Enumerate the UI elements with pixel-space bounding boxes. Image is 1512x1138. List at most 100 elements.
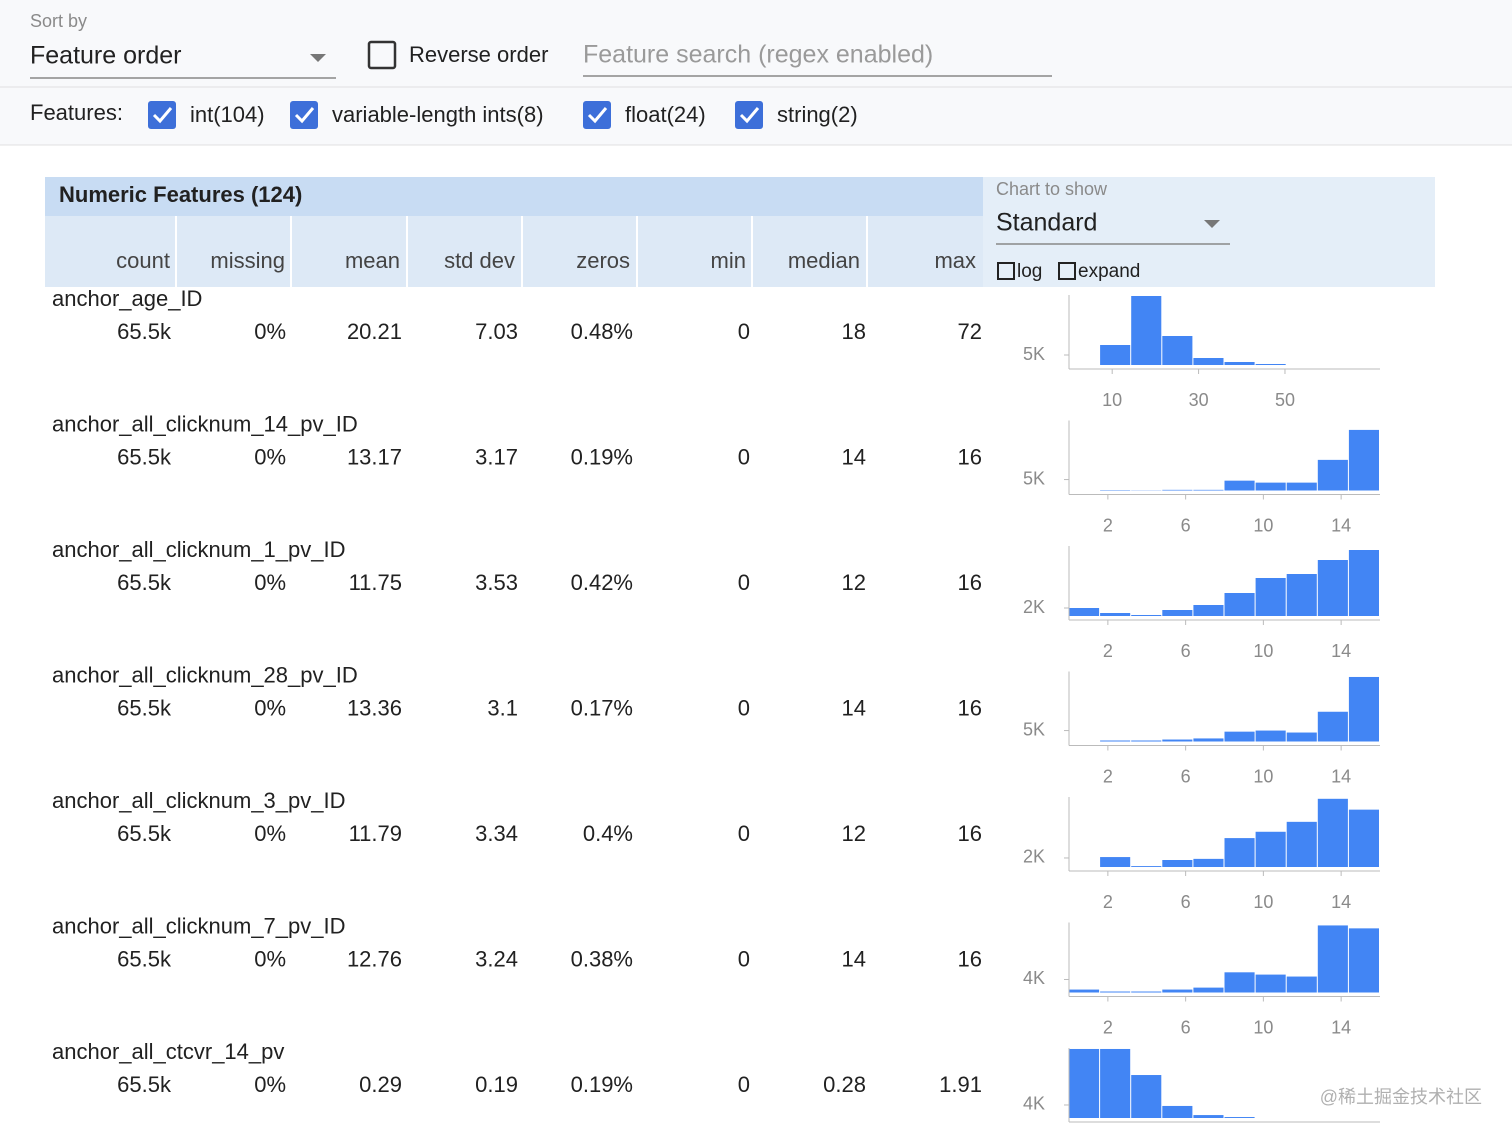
column-header[interactable]: min [711,248,746,273]
stat-value: 14 [842,695,866,720]
filter-checkbox[interactable] [583,101,611,129]
histogram-bar [1348,676,1379,742]
check-mark[interactable] [152,107,173,124]
column-header[interactable]: max [934,248,976,273]
filter-label[interactable]: float(24) [625,102,706,127]
stat-value: 65.5k [117,695,172,720]
stat-value: 13.36 [347,695,402,720]
x-tick-label: 10 [1253,641,1273,661]
x-tick-label: 6 [1181,641,1191,661]
histogram-bar [1193,738,1224,742]
histogram-bar [1193,858,1224,867]
stat-value: 3.24 [475,946,518,971]
dropdown-arrow[interactable] [1204,220,1220,228]
filter-checkbox[interactable] [148,101,176,129]
histogram-bar [1286,574,1317,616]
y-tick-label: 2K [1023,847,1045,867]
histogram-bar [1131,615,1162,616]
reverse-label[interactable]: Reverse order [409,42,548,67]
histogram-bar [1224,593,1255,616]
histogram-bar [1162,989,1193,993]
search-input[interactable]: Feature search (regex enabled) [583,41,933,69]
reverse-checkbox[interactable] [367,40,397,70]
stat-value: 16 [958,570,982,595]
y-tick-label: 5K [1023,344,1045,364]
stat-value: 1.91 [939,1072,982,1097]
x-tick-label: 6 [1181,892,1191,912]
log-label[interactable]: log [1017,261,1042,282]
x-tick-label: 10 [1102,390,1122,410]
check-mark[interactable] [739,107,760,124]
log-checkbox[interactable] [997,262,1015,280]
histogram-bar [1193,489,1224,491]
stat-value: 3.34 [475,821,518,846]
stat-value: 0.17% [571,695,633,720]
x-tick-label: 6 [1181,515,1191,535]
stat-value: 0.4% [583,821,633,846]
filter-label[interactable]: string(2) [777,102,858,127]
chart-dropdown[interactable]: Standard [996,209,1097,237]
histogram-bar [1131,866,1162,867]
histogram-bar [1224,480,1255,491]
histogram-bar [1069,608,1100,616]
column-header[interactable]: zeros [576,248,630,273]
column-header[interactable]: count [116,248,170,273]
expand-label[interactable]: expand [1078,261,1140,282]
histogram-bar [1193,605,1224,616]
filter-checkbox[interactable] [735,101,763,129]
y-tick-label: 2K [1023,597,1045,617]
stat-value: 14 [842,444,866,469]
histogram-bar [1286,482,1317,491]
dropdown-arrow[interactable] [310,54,326,62]
check-mark[interactable] [294,107,315,124]
filter-checkbox[interactable] [290,101,318,129]
feature-name: anchor_all_clicknum_3_pv_ID [52,788,346,813]
stat-value: 0.19% [571,444,633,469]
stat-value: 3.17 [475,444,518,469]
stat-value: 0.42% [571,570,633,595]
stat-value: 0% [254,570,286,595]
histogram-bar [1100,740,1131,742]
histogram-bar [1255,831,1286,867]
x-tick-label: 50 [1275,390,1295,410]
stat-value: 65.5k [117,444,172,469]
histogram-bar [1255,482,1286,491]
histogram-bar [1317,560,1348,616]
histogram-bar [1162,860,1193,867]
stat-value: 0% [254,444,286,469]
histogram-bar [1162,336,1193,365]
histogram-bar [1193,358,1224,365]
filter-label[interactable]: int(104) [190,102,265,127]
table-title-bg [45,177,983,216]
stat-value: 0 [738,444,750,469]
column-header[interactable]: missing [210,248,285,273]
stat-value: 0% [254,821,286,846]
stat-value: 0.19 [475,1072,518,1097]
expand-checkbox[interactable] [1058,262,1076,280]
stat-value: 0% [254,695,286,720]
histogram-bar [1224,838,1255,867]
stat-value: 12 [842,570,866,595]
stat-value: 0 [738,570,750,595]
stat-value: 0.29 [359,1072,402,1097]
histogram-bar [1348,809,1379,867]
histogram-bar [1162,489,1193,491]
histogram-bar [1162,610,1193,616]
filter-label[interactable]: variable-length ints(8) [332,102,544,127]
stat-value: 0.19% [571,1072,633,1097]
x-tick-label: 2 [1103,515,1113,535]
stat-value: 11.75 [349,570,402,595]
stat-value: 0 [738,946,750,971]
x-tick-label: 10 [1253,1017,1273,1037]
check-mark[interactable] [587,107,608,124]
histogram-bar [1348,550,1379,616]
stat-value: 12.76 [347,946,402,971]
stat-value: 16 [958,821,982,846]
column-header[interactable]: median [788,248,860,273]
histogram-bar [1069,1048,1100,1118]
column-header[interactable]: mean [345,248,400,273]
stat-value: 3.53 [475,570,518,595]
column-header[interactable]: std dev [444,248,515,273]
sort-dropdown[interactable]: Feature order [30,42,181,70]
